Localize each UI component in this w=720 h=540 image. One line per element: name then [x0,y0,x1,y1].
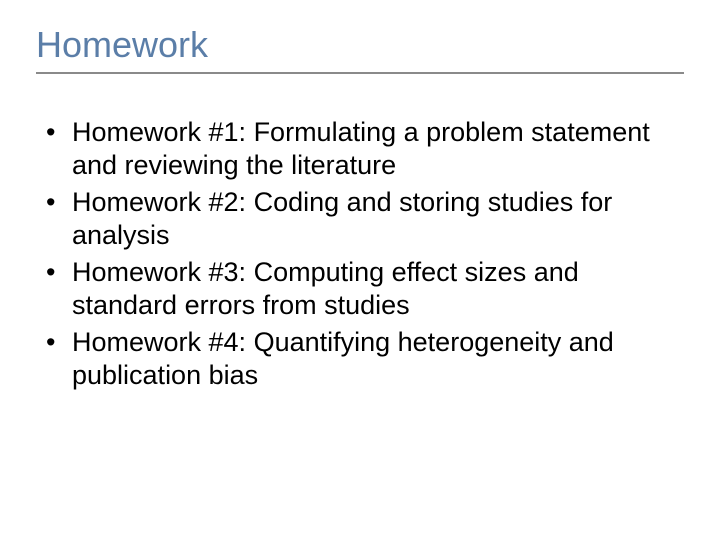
bullet-list: Homework #1: Formulating a problem state… [36,116,684,392]
slide: Homework Homework #1: Formulating a prob… [0,0,720,540]
list-item: Homework #1: Formulating a problem state… [42,116,676,182]
list-item: Homework #3: Computing effect sizes and … [42,256,676,322]
list-item: Homework #2: Coding and storing studies … [42,186,676,252]
slide-title: Homework [36,24,684,74]
list-item: Homework #4: Quantifying heterogeneity a… [42,326,676,392]
